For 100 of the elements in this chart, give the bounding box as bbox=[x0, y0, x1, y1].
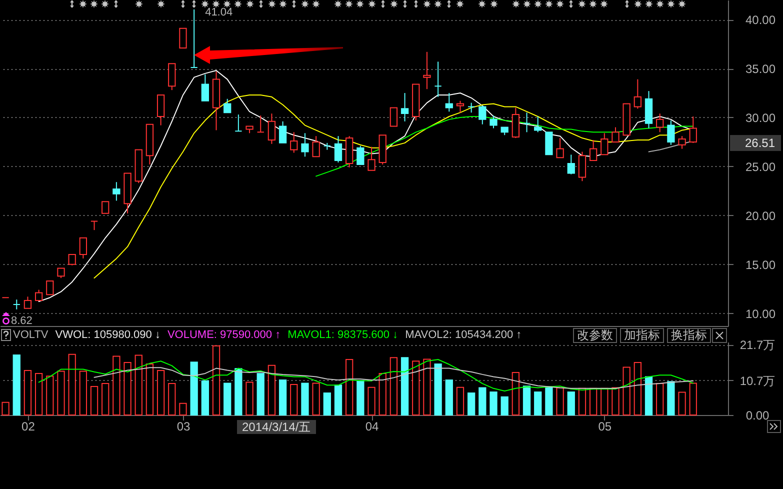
bar bbox=[156, 370, 165, 416]
x-tick-label: 03 bbox=[176, 420, 190, 434]
candlestick bbox=[24, 296, 32, 309]
candlestick bbox=[634, 78, 642, 110]
bar bbox=[378, 372, 386, 416]
candlestick bbox=[678, 136, 686, 150]
bar bbox=[168, 383, 176, 416]
bar bbox=[522, 386, 531, 416]
bar bbox=[656, 383, 664, 416]
candlestick bbox=[689, 116, 697, 144]
bar bbox=[12, 354, 20, 416]
candlestick bbox=[400, 92, 409, 122]
bar bbox=[268, 364, 276, 416]
candlestick bbox=[34, 289, 43, 302]
bar bbox=[312, 382, 320, 416]
bar bbox=[500, 396, 508, 416]
bar bbox=[68, 354, 76, 416]
bar bbox=[146, 364, 154, 416]
bar bbox=[534, 391, 542, 416]
candlestick bbox=[156, 94, 165, 126]
bar bbox=[390, 357, 398, 416]
bar bbox=[612, 387, 620, 416]
bar bbox=[79, 370, 87, 416]
candlestick bbox=[589, 139, 598, 162]
x-tick-label: 04 bbox=[365, 420, 380, 434]
bar bbox=[278, 379, 287, 416]
candlestick bbox=[445, 92, 453, 112]
annotation: 41.04 bbox=[205, 6, 233, 18]
text: 26.51 bbox=[744, 136, 776, 150]
bar bbox=[34, 372, 43, 416]
y-tick-label: 20.00 bbox=[745, 208, 776, 223]
y-tick-label: 10.7万 bbox=[740, 374, 776, 388]
bar bbox=[124, 362, 132, 416]
candlestick bbox=[12, 299, 20, 310]
candlestick bbox=[79, 237, 87, 259]
text: VOLUME: 97590.000 ↑ bbox=[167, 329, 281, 342]
bar bbox=[234, 368, 242, 416]
candlestick bbox=[567, 154, 575, 175]
y-tick-label: 40.00 bbox=[745, 13, 776, 28]
candlestick bbox=[667, 120, 675, 146]
text: MAVOL1: 98375.600 ↓ bbox=[288, 329, 398, 342]
bar bbox=[578, 388, 586, 416]
y-tick-label: 35.00 bbox=[745, 62, 776, 76]
annotation: 8.62 bbox=[11, 315, 32, 327]
candlestick bbox=[290, 132, 298, 154]
candlestick bbox=[534, 116, 542, 133]
candlestick bbox=[390, 107, 398, 127]
bar bbox=[478, 387, 486, 416]
x-tick-label: 02 bbox=[22, 420, 36, 434]
candlestick bbox=[578, 151, 586, 182]
candlestick bbox=[656, 113, 664, 133]
candlestick bbox=[112, 182, 120, 202]
bar bbox=[256, 372, 264, 416]
bar bbox=[90, 386, 98, 416]
y-tick-label: 21.7万 bbox=[740, 338, 776, 352]
bar bbox=[323, 392, 331, 416]
bar bbox=[545, 386, 553, 416]
text: 换指标 bbox=[667, 328, 711, 343]
candlestick bbox=[478, 105, 486, 125]
bar bbox=[434, 364, 442, 416]
bar bbox=[667, 381, 675, 416]
bar bbox=[301, 382, 309, 416]
candlestick bbox=[312, 136, 320, 158]
candlestick bbox=[434, 61, 442, 98]
bar bbox=[334, 384, 342, 416]
text: 加指标 bbox=[620, 328, 664, 343]
text: MAVOL2: 105434.200 ↑ bbox=[405, 329, 522, 342]
bar bbox=[400, 357, 409, 416]
bar bbox=[622, 366, 630, 416]
candlestick bbox=[490, 115, 498, 129]
text: 改参数 bbox=[573, 328, 617, 343]
candlestick bbox=[600, 132, 608, 156]
bar bbox=[57, 370, 65, 416]
bar bbox=[445, 379, 453, 416]
candlestick bbox=[301, 132, 309, 158]
bar bbox=[567, 391, 575, 416]
bar bbox=[290, 384, 298, 416]
bar bbox=[600, 388, 608, 416]
line-series bbox=[38, 359, 694, 392]
bar bbox=[179, 402, 187, 416]
bar bbox=[134, 354, 142, 416]
bar bbox=[102, 383, 110, 416]
candlestick bbox=[556, 138, 564, 158]
candlestick bbox=[522, 112, 531, 133]
candlestick bbox=[224, 98, 232, 114]
candlestick bbox=[468, 102, 476, 114]
candlestick bbox=[368, 146, 376, 171]
bar bbox=[190, 362, 198, 416]
bar bbox=[512, 372, 520, 416]
text: 2014/3/14/五 bbox=[237, 420, 316, 434]
bar bbox=[201, 380, 209, 416]
bar bbox=[224, 382, 232, 416]
chart-title: VOLTV bbox=[13, 329, 48, 342]
bar bbox=[356, 380, 364, 416]
candlestick bbox=[256, 115, 264, 133]
candlestick bbox=[102, 201, 110, 214]
bar bbox=[423, 358, 431, 416]
candlestick bbox=[190, 8, 198, 68]
candlestick bbox=[46, 280, 54, 296]
candlestick bbox=[423, 51, 431, 90]
